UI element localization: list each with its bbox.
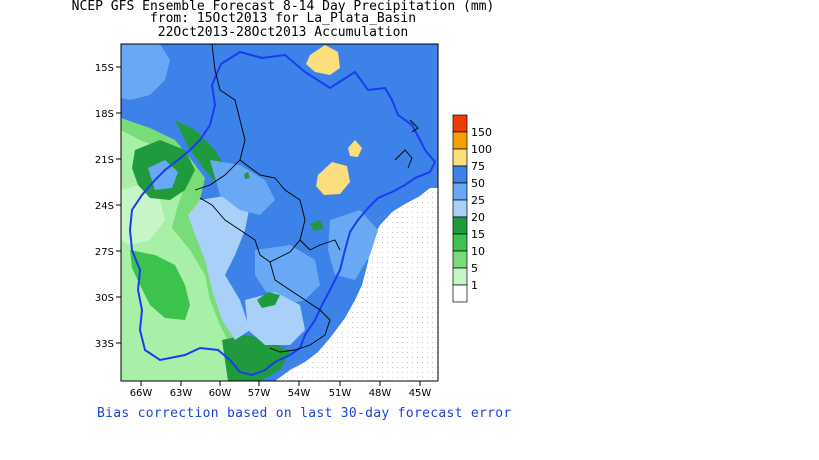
legend-swatch (452, 216, 468, 235)
zone-25-50-c (328, 210, 378, 280)
chart-subtitle-accumulation: 22Oct2013-28Oct2013 Accumulation (157, 25, 409, 40)
lat-label-21S: 21S (95, 155, 114, 166)
ocean-region (275, 188, 438, 381)
lon-label-48W: 48W (369, 388, 392, 399)
zone-15-spot-a (257, 292, 280, 308)
lat-label-27S: 27S (95, 247, 114, 258)
zone-10-15-west (130, 250, 190, 320)
country-borders (194, 43, 419, 353)
lat-label-24S: 24S (95, 201, 114, 212)
legend-label: 100 (471, 143, 492, 156)
lat-axis: 15S 18S 21S 24S 27S 30S 33S (95, 63, 121, 350)
zone-20-25 (188, 195, 250, 340)
zone-75-100-b (348, 140, 362, 157)
zone-1-light (121, 185, 165, 245)
map-frame (120, 43, 439, 382)
lon-label-54W: 54W (288, 388, 311, 399)
chart-title: NCEP GFS Ensemble Forecast 8-14 Day Prec… (71, 0, 495, 14)
legend-label: 10 (471, 245, 485, 258)
legend-swatch (452, 284, 468, 303)
legend-label: 50 (471, 177, 485, 190)
legend-swatch (452, 267, 468, 286)
legend-label: 15 (471, 228, 485, 241)
legend-swatch (452, 165, 468, 184)
legend-label: 5 (471, 262, 478, 275)
legend-label: 1 (471, 279, 478, 292)
color-legend: 150 100 75 50 25 20 15 10 5 1 (452, 114, 492, 303)
lon-label-57W: 57W (248, 388, 271, 399)
zone-75-100-c (316, 162, 350, 195)
lon-label-63W: 63W (170, 388, 193, 399)
legend-swatch (452, 148, 468, 167)
legend-label: 20 (471, 211, 485, 224)
legend-swatch (452, 199, 468, 218)
zone-25-inner (148, 160, 178, 190)
lon-label-66W: 66W (130, 388, 153, 399)
legend-swatch (452, 182, 468, 201)
chart-subtitle-date: from: 15Oct2013 for La_Plata_Basin (149, 11, 417, 26)
lat-label-30S: 30S (95, 293, 114, 304)
legend-label: 75 (471, 160, 485, 173)
zone-15-spot-b (310, 220, 324, 231)
zone-75-100-a (306, 45, 340, 75)
bias-correction-note: Bias correction based on last 30-day for… (97, 406, 512, 421)
legend-swatch (452, 233, 468, 252)
legend-swatch (452, 250, 468, 269)
zone-25-50-nw (121, 44, 170, 100)
legend-swatch (452, 114, 468, 133)
legend-label: 25 (471, 194, 485, 207)
basin-boundary (128, 50, 437, 377)
lon-label-51W: 51W (329, 388, 352, 399)
lon-axis: 66W 63W 60W 57W 54W 51W 48W 45W (130, 381, 432, 399)
lat-label-33S: 33S (95, 339, 114, 350)
lat-label-15S: 15S (95, 63, 114, 74)
lat-label-18S: 18S (95, 109, 114, 120)
lon-label-60W: 60W (209, 388, 232, 399)
lon-label-45W: 45W (409, 388, 432, 399)
legend-label: 150 (471, 126, 492, 139)
zone-25-50-b (255, 245, 320, 305)
legend-swatch (452, 131, 468, 150)
precip-field (121, 44, 438, 381)
zone-20-25-south (245, 292, 305, 345)
zone-15-spot-c (244, 172, 250, 179)
